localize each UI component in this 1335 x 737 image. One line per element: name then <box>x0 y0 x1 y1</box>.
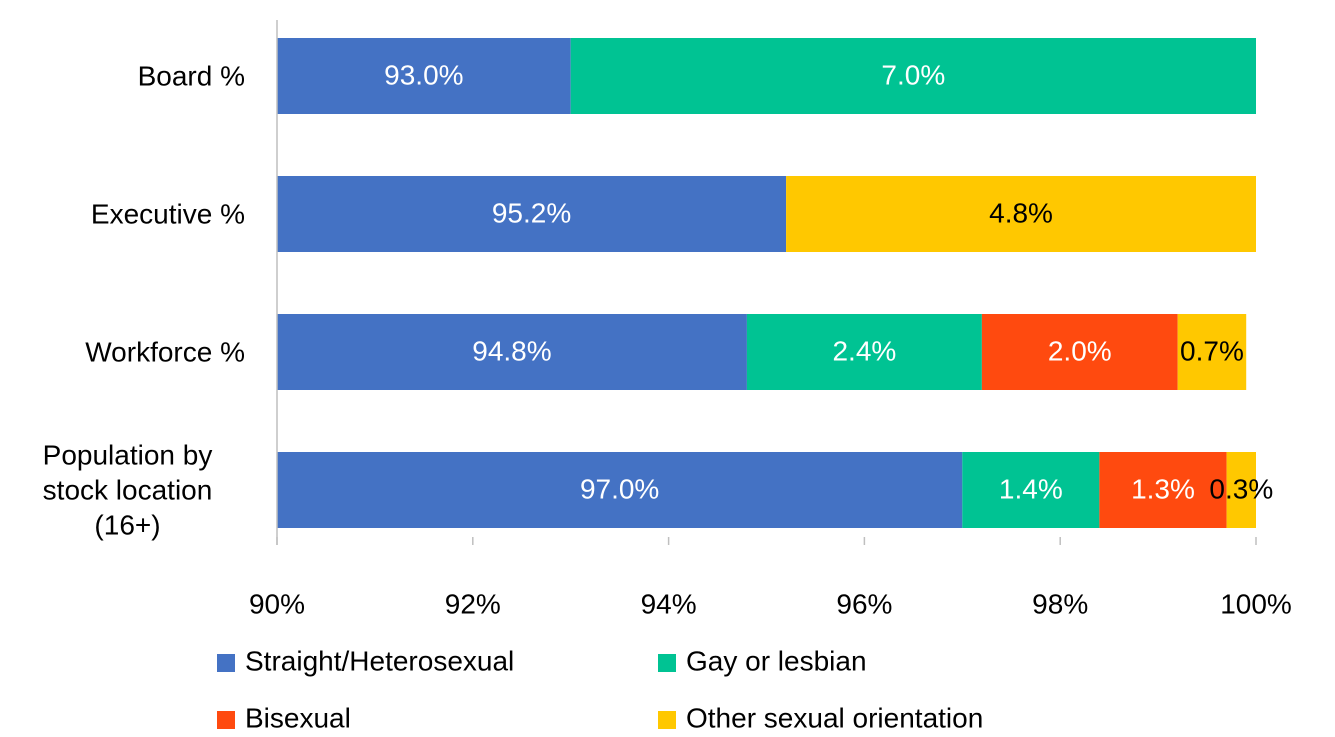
legend-label: Bisexual <box>245 702 351 733</box>
legend-label: Straight/Heterosexual <box>245 645 514 676</box>
bar-segment <box>277 314 747 390</box>
bar-segment <box>786 176 1256 252</box>
bar-segment <box>1099 452 1227 528</box>
data-label: 95.2% <box>492 197 571 228</box>
y-tick-label-text: Workforce % <box>85 336 245 368</box>
data-label: 0.3% <box>1209 473 1273 504</box>
bar-segment <box>1226 452 1256 528</box>
y-tick-label: Executive % <box>5 197 245 232</box>
data-label: 2.0% <box>1048 335 1112 366</box>
bar-segment <box>962 452 1100 528</box>
x-tick-label: 90% <box>249 588 305 619</box>
data-label: 97.0% <box>580 473 659 504</box>
x-tick-label: 96% <box>836 588 892 619</box>
y-tick-label-text: Executive % <box>90 198 245 230</box>
legend-label: Other sexual orientation <box>686 702 983 733</box>
data-label: 93.0% <box>384 59 463 90</box>
bar-segment <box>277 176 787 252</box>
data-label: 94.8% <box>472 335 551 366</box>
y-tick-label: Population by stock location (16+) <box>5 438 245 543</box>
legend-swatch <box>217 711 235 729</box>
bar-segment <box>570 38 1256 114</box>
data-label: 1.4% <box>999 473 1063 504</box>
y-tick-label: Board % <box>5 59 245 94</box>
y-tick-label: Workforce % <box>5 335 245 370</box>
x-tick-label: 98% <box>1032 588 1088 619</box>
bar-segment <box>746 314 982 390</box>
y-tick-label-text: Board % <box>137 60 245 92</box>
data-label: 2.4% <box>832 335 896 366</box>
legend-swatch <box>658 711 676 729</box>
data-label: 4.8% <box>989 197 1053 228</box>
legend-label: Gay or lesbian <box>686 645 867 676</box>
bar-segment <box>1177 314 1247 390</box>
data-label: 1.3% <box>1131 473 1195 504</box>
legend-swatch <box>217 654 235 672</box>
bar-segment <box>981 314 1178 390</box>
data-label: 7.0% <box>881 59 945 90</box>
x-tick-label: 92% <box>445 588 501 619</box>
bar-segment <box>277 38 571 114</box>
x-tick-label: 94% <box>641 588 697 619</box>
y-tick-label-text: Population by stock location (16+) <box>42 439 213 541</box>
data-label: 0.7% <box>1180 335 1244 366</box>
x-tick-label: 100% <box>1220 588 1292 619</box>
bar-segment <box>277 452 963 528</box>
legend-swatch <box>658 654 676 672</box>
